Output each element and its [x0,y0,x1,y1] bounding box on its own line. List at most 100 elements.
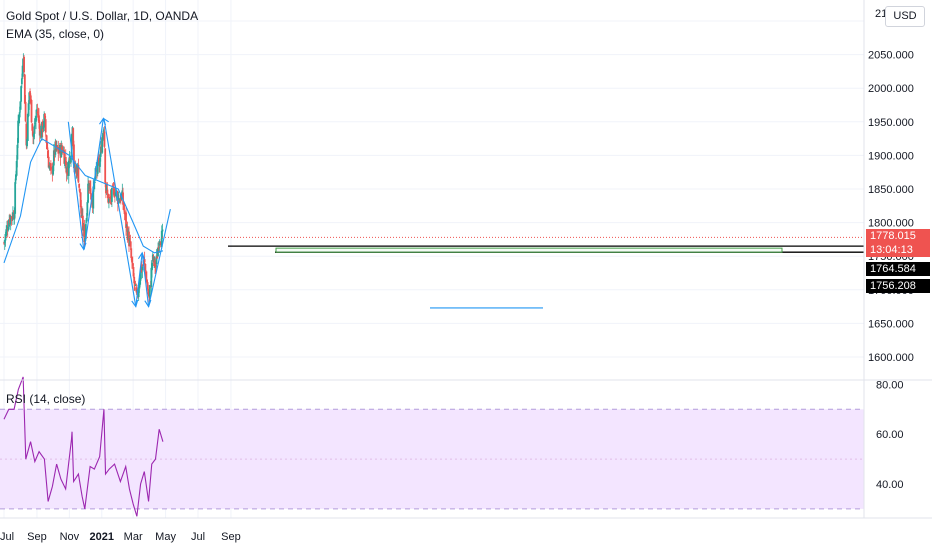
countdown-tag: 13:04:13 [866,243,930,257]
candle-up [134,284,137,286]
candle-up [139,277,142,285]
candle-down [159,242,162,244]
candle-down [133,276,136,284]
candle-up [19,101,22,110]
candle-down [131,263,134,266]
candle-down [90,199,93,204]
candle-down [81,215,84,231]
candle-up [28,92,31,104]
candle-down [44,113,46,118]
candle-down [79,192,82,208]
candle-up [84,224,87,239]
candle-up [17,120,20,143]
candle-down [122,202,125,210]
candle-up [34,122,37,124]
candle-up [155,255,158,265]
price-tick-label: 1900.000 [868,150,914,162]
time-tick-label: Sep [27,531,47,543]
candle-up [138,283,141,289]
candle-up [141,266,144,271]
time-tick-label: Mar [124,531,143,543]
candle-down [38,123,41,136]
trend-line [67,121,85,250]
candle-up [15,161,18,176]
candle-up [85,218,88,222]
ema-line [3,137,164,264]
candle-down [106,189,109,194]
rsi-path [3,376,164,517]
candle-up [73,165,76,168]
candle-up [32,133,35,138]
candle-down [78,183,81,188]
candle-up [3,240,6,243]
price-tick-label: 1650.000 [868,318,914,330]
candle-down [132,266,135,277]
candle-up [86,202,89,216]
candle-up [33,125,36,134]
candle-up [9,216,12,224]
rsi-tick-label: 40.00 [876,479,904,491]
candle-up [140,267,142,280]
candle-up [52,150,55,166]
candle-down [123,210,126,214]
candle-up [26,139,28,147]
candle-down [145,271,148,282]
drawings-layer [0,117,864,309]
price-tick-label: 1950.000 [868,117,914,129]
price-tick-label: 1800.000 [868,218,914,230]
candle-down [45,135,48,144]
candle-down [37,113,40,116]
candle-down [157,247,160,249]
candle-down [83,224,86,243]
time-tick-label: Jul [191,531,205,543]
candle-up [96,160,99,174]
candle-up [5,229,8,237]
candle-down [23,74,26,104]
candle-up [151,263,153,271]
candle-up [84,236,87,242]
candle-down [47,150,49,158]
time-tick-label: Jul [0,531,14,543]
ema-legend[interactable]: EMA (35, close, 0) [6,27,105,41]
candle-down [144,263,147,271]
last-price-tag: 1778.015 [866,229,930,243]
candle-down [73,144,75,169]
price-tick-label: 2050.000 [868,50,914,62]
candle-down [90,193,92,200]
ema-path [3,137,164,264]
time-tick-label: 2021 [90,531,114,543]
candle-up [137,288,140,298]
candle-up [102,133,104,140]
candle-up [35,116,37,122]
candle-down [55,141,57,149]
candle-up [108,199,110,202]
candle-down [111,185,114,187]
candle-down [112,187,115,189]
symbol-title: Gold Spot / U.S. Dollar, 1D, OANDA [6,9,199,23]
candle-down [154,259,156,268]
candle-up [17,116,20,124]
candle-down [49,163,52,168]
candle-down [125,212,127,228]
candle-down [145,279,148,283]
candle-down [80,206,83,218]
rsi-legend[interactable]: RSI (14, close) [6,392,86,406]
candle-down [78,188,81,193]
candle-up [153,257,156,262]
candle-up [4,234,7,241]
candle-down [104,148,107,183]
candle-down [36,111,39,114]
candle-down [146,282,149,290]
currency-button[interactable]: USD [885,6,925,27]
price-tick-label: 2000.000 [868,83,914,95]
candle-down [44,119,47,133]
candle-up [105,187,108,191]
candle-up [150,267,153,287]
candle-down [46,142,49,150]
rsi-band [0,408,864,510]
candle-down [131,257,133,263]
candle-up [7,226,10,230]
candle-up [26,113,29,141]
candle-up [99,158,101,167]
partial-price-tick: 21 [875,8,888,20]
